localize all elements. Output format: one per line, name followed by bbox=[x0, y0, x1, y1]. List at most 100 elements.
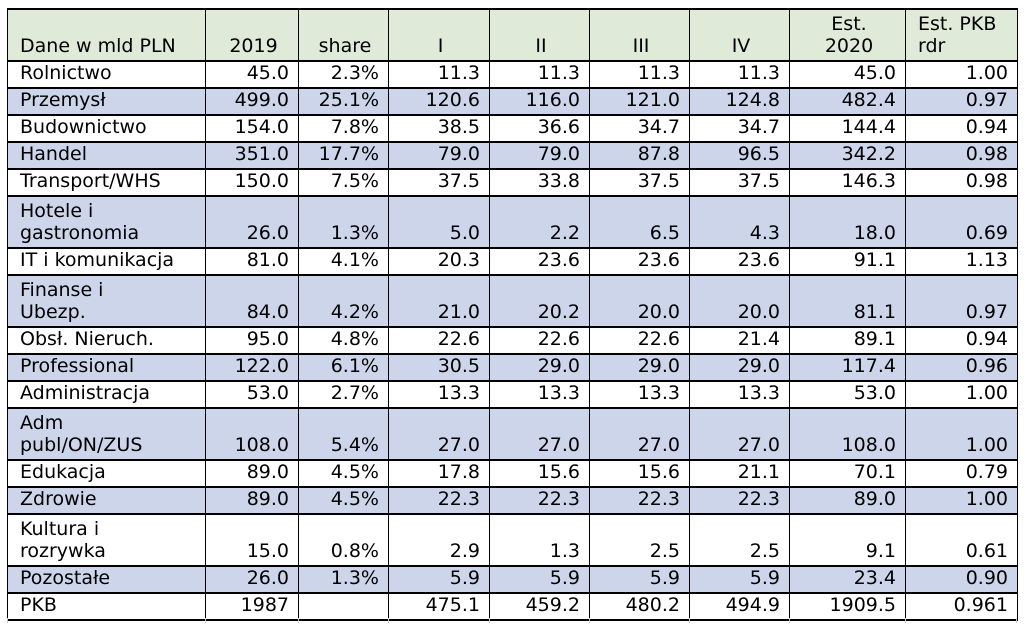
table-cell[interactable]: 22.6 bbox=[489, 326, 590, 355]
table-cell[interactable]: 7.8% bbox=[298, 114, 389, 143]
table-cell[interactable]: 22.3 bbox=[388, 486, 490, 515]
table-cell[interactable]: 9.1 bbox=[789, 513, 906, 567]
table-cell[interactable]: 27.0 bbox=[689, 407, 790, 461]
table-cell[interactable]: 5.9 bbox=[489, 565, 590, 594]
table-cell[interactable]: 22.3 bbox=[489, 486, 590, 515]
table-cell[interactable]: 23.6 bbox=[689, 247, 790, 276]
row-label[interactable]: PKB bbox=[7, 592, 206, 621]
table-cell[interactable]: 2.7% bbox=[298, 380, 389, 409]
table-cell[interactable]: 0.97 bbox=[905, 87, 1018, 116]
table-cell[interactable]: 15.6 bbox=[589, 459, 690, 488]
table-cell[interactable]: 1.00 bbox=[905, 380, 1018, 409]
table-cell[interactable]: 87.8 bbox=[589, 141, 690, 170]
row-label[interactable]: Hotele i gastronomia bbox=[7, 195, 206, 249]
table-cell[interactable]: 0.8% bbox=[298, 513, 389, 567]
table-cell[interactable]: 34.7 bbox=[689, 114, 790, 143]
table-cell[interactable]: 53.0 bbox=[205, 380, 299, 409]
row-label[interactable]: Zdrowie bbox=[7, 486, 206, 515]
table-cell[interactable]: 2.5 bbox=[689, 513, 790, 567]
table-cell[interactable]: 21.1 bbox=[689, 459, 790, 488]
table-cell[interactable]: 23.4 bbox=[789, 565, 906, 594]
row-label[interactable]: Rolnictwo bbox=[7, 60, 206, 89]
table-cell[interactable]: 482.4 bbox=[789, 87, 906, 116]
row-label[interactable]: Administracja bbox=[7, 380, 206, 409]
row-label[interactable]: Obsł. Nieruch. bbox=[7, 326, 206, 355]
header-cell-q4[interactable]: IV bbox=[689, 8, 790, 62]
table-cell[interactable]: 33.8 bbox=[489, 168, 590, 197]
table-cell[interactable]: 89.1 bbox=[789, 326, 906, 355]
table-cell[interactable]: 29.0 bbox=[589, 353, 690, 382]
row-label[interactable]: Budownictwo bbox=[7, 114, 206, 143]
table-cell[interactable]: 15.6 bbox=[489, 459, 590, 488]
table-cell[interactable]: 13.3 bbox=[589, 380, 690, 409]
table-cell[interactable]: 34.7 bbox=[589, 114, 690, 143]
table-cell[interactable]: 0.90 bbox=[905, 565, 1018, 594]
table-cell[interactable]: 25.1% bbox=[298, 87, 389, 116]
table-cell[interactable]: 4.1% bbox=[298, 247, 389, 276]
table-cell[interactable]: 22.3 bbox=[689, 486, 790, 515]
table-cell[interactable]: 81.1 bbox=[789, 274, 906, 328]
table-cell[interactable]: 17.7% bbox=[298, 141, 389, 170]
table-cell[interactable]: 89.0 bbox=[205, 459, 299, 488]
table-cell[interactable]: 2.5 bbox=[589, 513, 690, 567]
table-cell[interactable]: 27.0 bbox=[589, 407, 690, 461]
table-cell[interactable]: 11.3 bbox=[589, 60, 690, 89]
table-cell[interactable]: 89.0 bbox=[205, 486, 299, 515]
table-cell[interactable]: 120.6 bbox=[388, 87, 490, 116]
table-cell[interactable]: 20.0 bbox=[589, 274, 690, 328]
table-cell[interactable]: 27.0 bbox=[388, 407, 490, 461]
row-label[interactable]: Finanse i Ubezp. bbox=[7, 274, 206, 328]
table-cell[interactable]: 6.5 bbox=[589, 195, 690, 249]
table-cell[interactable]: 1.3% bbox=[298, 195, 389, 249]
table-cell[interactable]: 21.4 bbox=[689, 326, 790, 355]
table-cell[interactable]: 0.94 bbox=[905, 326, 1018, 355]
table-cell[interactable]: 91.1 bbox=[789, 247, 906, 276]
table-cell[interactable]: 23.6 bbox=[489, 247, 590, 276]
table-cell[interactable]: 26.0 bbox=[205, 195, 299, 249]
header-cell-q1[interactable]: I bbox=[388, 8, 490, 62]
table-cell[interactable]: 0.94 bbox=[905, 114, 1018, 143]
table-cell[interactable]: 1.3 bbox=[489, 513, 590, 567]
table-cell[interactable]: 36.6 bbox=[489, 114, 590, 143]
table-cell[interactable]: 4.5% bbox=[298, 486, 389, 515]
table-cell[interactable]: 4.3 bbox=[689, 195, 790, 249]
table-cell[interactable]: 4.5% bbox=[298, 459, 389, 488]
table-cell[interactable]: 37.5 bbox=[689, 168, 790, 197]
table-cell[interactable]: 2.9 bbox=[388, 513, 490, 567]
row-label[interactable]: Przemysł bbox=[7, 87, 206, 116]
table-cell[interactable]: 29.0 bbox=[689, 353, 790, 382]
table-cell[interactable]: 122.0 bbox=[205, 353, 299, 382]
table-cell[interactable]: 116.0 bbox=[489, 87, 590, 116]
table-cell[interactable]: 5.9 bbox=[388, 565, 490, 594]
table-cell[interactable]: 45.0 bbox=[789, 60, 906, 89]
table-cell[interactable]: 1909.5 bbox=[789, 592, 906, 621]
table-cell[interactable]: 0.61 bbox=[905, 513, 1018, 567]
row-label[interactable]: Adm publ/ON/ZUS bbox=[7, 407, 206, 461]
table-cell[interactable]: 144.4 bbox=[789, 114, 906, 143]
table-cell[interactable]: 1.13 bbox=[905, 247, 1018, 276]
table-cell[interactable]: 5.0 bbox=[388, 195, 490, 249]
table-cell[interactable]: 38.5 bbox=[388, 114, 490, 143]
table-cell[interactable]: 2.2 bbox=[489, 195, 590, 249]
header-cell-2019[interactable]: 2019 bbox=[205, 8, 299, 62]
table-cell[interactable]: 342.2 bbox=[789, 141, 906, 170]
table-cell[interactable]: 18.0 bbox=[789, 195, 906, 249]
table-cell[interactable] bbox=[298, 592, 389, 621]
table-cell[interactable]: 4.2% bbox=[298, 274, 389, 328]
table-cell[interactable]: 84.0 bbox=[205, 274, 299, 328]
header-cell-est-2020[interactable]: Est. 2020 bbox=[789, 8, 906, 62]
table-cell[interactable]: 20.0 bbox=[689, 274, 790, 328]
table-cell[interactable]: 459.2 bbox=[489, 592, 590, 621]
table-cell[interactable]: 0.69 bbox=[905, 195, 1018, 249]
table-cell[interactable]: 95.0 bbox=[205, 326, 299, 355]
table-cell[interactable]: 79.0 bbox=[489, 141, 590, 170]
row-label[interactable]: Handel bbox=[7, 141, 206, 170]
table-cell[interactable]: 0.96 bbox=[905, 353, 1018, 382]
row-label[interactable]: IT i komunikacja bbox=[7, 247, 206, 276]
table-cell[interactable]: 5.9 bbox=[689, 565, 790, 594]
table-cell[interactable]: 27.0 bbox=[489, 407, 590, 461]
table-cell[interactable]: 37.5 bbox=[589, 168, 690, 197]
table-cell[interactable]: 475.1 bbox=[388, 592, 490, 621]
table-cell[interactable]: 499.0 bbox=[205, 87, 299, 116]
table-cell[interactable]: 124.8 bbox=[689, 87, 790, 116]
